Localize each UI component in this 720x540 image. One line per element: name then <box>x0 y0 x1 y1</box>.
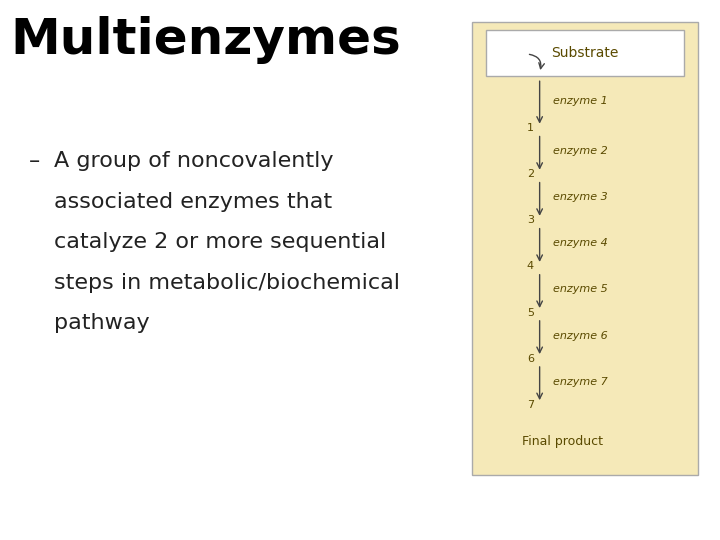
Text: Substrate: Substrate <box>552 46 618 59</box>
Text: 5: 5 <box>527 307 534 318</box>
Text: Final product: Final product <box>522 435 603 448</box>
Text: enzyme 6: enzyme 6 <box>553 330 608 341</box>
Text: enzyme 4: enzyme 4 <box>553 238 608 248</box>
Text: 4: 4 <box>527 261 534 272</box>
Text: associated enzymes that: associated enzymes that <box>54 192 332 212</box>
Text: A group of noncovalently: A group of noncovalently <box>54 151 333 171</box>
Text: enzyme 7: enzyme 7 <box>553 376 608 387</box>
Text: enzyme 3: enzyme 3 <box>553 192 608 202</box>
Text: Multienzymes: Multienzymes <box>11 16 402 64</box>
Text: enzyme 2: enzyme 2 <box>553 146 608 156</box>
Text: –: – <box>29 151 40 171</box>
Text: 2: 2 <box>527 169 534 179</box>
Text: steps in metabolic/biochemical: steps in metabolic/biochemical <box>54 273 400 293</box>
Text: 7: 7 <box>527 400 534 410</box>
Text: 3: 3 <box>527 215 534 225</box>
Text: 1: 1 <box>527 123 534 133</box>
Bar <box>472 22 698 475</box>
Text: pathway: pathway <box>54 313 150 333</box>
Text: enzyme 5: enzyme 5 <box>553 285 608 294</box>
Text: 6: 6 <box>527 354 534 363</box>
Text: catalyze 2 or more sequential: catalyze 2 or more sequential <box>54 232 386 252</box>
Text: enzyme 1: enzyme 1 <box>553 96 608 105</box>
Bar <box>486 30 684 76</box>
